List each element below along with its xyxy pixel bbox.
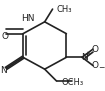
Text: −: − xyxy=(98,63,105,72)
Text: OCH₃: OCH₃ xyxy=(61,78,83,87)
Text: O: O xyxy=(92,45,99,54)
Text: O: O xyxy=(92,61,99,70)
Text: HN: HN xyxy=(21,14,34,23)
Text: O: O xyxy=(1,32,8,41)
Text: CH₃: CH₃ xyxy=(57,5,72,14)
Text: +: + xyxy=(85,51,90,57)
Text: N: N xyxy=(82,53,88,62)
Text: N: N xyxy=(0,66,7,75)
